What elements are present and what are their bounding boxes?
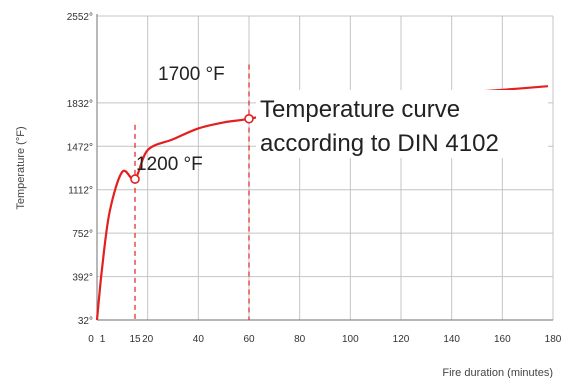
y-tick-label-392: 392°: [72, 273, 93, 284]
curve-markers: [130, 113, 254, 184]
y-tick-label-752: 752°: [72, 229, 93, 240]
marker-point-60min: [244, 113, 254, 124]
x-tick-label-40: 40: [193, 334, 205, 345]
x-tick-label-1: 1: [100, 334, 106, 345]
annotation-backdrop: [256, 90, 548, 158]
x-axis-label: Fire duration (minutes): [442, 367, 553, 378]
axes: [96, 14, 553, 321]
annotation-line-1: Temperature curve: [260, 96, 460, 123]
x-tick-label-0: 0: [88, 334, 94, 345]
x-tick-label-15: 15: [129, 334, 141, 345]
annotation-text: Temperature curve according to DIN 4102: [260, 96, 499, 157]
marker-guides: [134, 64, 250, 320]
x-tick-label-100: 100: [342, 334, 359, 345]
x-tick-label-140: 140: [443, 334, 460, 345]
x-tick-label-160: 160: [494, 334, 511, 345]
marker-label-1200: 1200 °F: [136, 154, 203, 175]
x-tick-label-180: 180: [545, 334, 562, 345]
y-tick-label-1472: 1472°: [67, 142, 93, 153]
x-tick-labels: 0 1 15 20 40 60 80 100 120 140 160 180: [88, 334, 562, 345]
y-tick-label-1832: 1832°: [67, 99, 93, 110]
x-tick-label-80: 80: [294, 334, 306, 345]
y-tick-label-32: 32°: [78, 316, 93, 327]
x-tick-label-120: 120: [393, 334, 410, 345]
y-tick-label-1112: 1112°: [68, 186, 93, 197]
x-tick-label-20: 20: [142, 334, 154, 345]
y-tick-labels: 32° 392° 752° 1112° 1472° 1832° 2552°: [67, 12, 93, 327]
y-axis-label: Temperature (°F): [15, 126, 27, 209]
marker-label-1700: 1700 °F: [158, 64, 225, 85]
marker-point-15min: [130, 174, 140, 184]
annotation-line-2: according to DIN 4102: [260, 130, 499, 157]
y-tick-label-2552: 2552°: [67, 12, 93, 23]
x-tick-label-60: 60: [243, 334, 255, 345]
